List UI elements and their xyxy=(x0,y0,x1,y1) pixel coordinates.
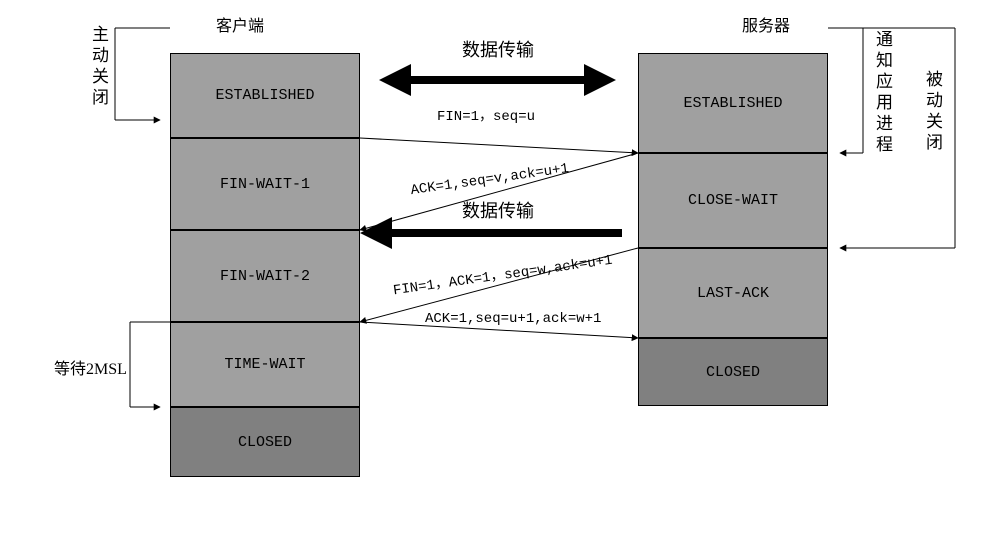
passive-close-label: 被动关闭 xyxy=(920,70,945,154)
server-state-closed: CLOSED xyxy=(638,338,828,406)
server-state-last-ack: LAST-ACK xyxy=(638,248,828,338)
wait-2msl-label: 等待2MSL xyxy=(54,355,127,379)
client-state-time-wait: TIME-WAIT xyxy=(170,322,360,407)
client-state-closed: CLOSED xyxy=(170,407,360,477)
client-state-fin-wait-2: FIN-WAIT-2 xyxy=(170,230,360,322)
active-close-label: 主动关闭 xyxy=(86,25,111,109)
msg-label-1: FIN=1，seq=u xyxy=(437,105,535,125)
notify-app-label: 通知应用进程 xyxy=(870,30,895,156)
msg-label-4: ACK=1,seq=u+1,ack=w+1 xyxy=(425,311,601,327)
client-state-fin-wait-1: FIN-WAIT-1 xyxy=(170,138,360,230)
server-state-close-wait: CLOSE-WAIT xyxy=(638,153,828,248)
server-header: 服务器 xyxy=(742,12,790,36)
msg-arrow-1 xyxy=(360,138,638,153)
data-transfer-top-label: 数据传输 xyxy=(462,36,534,62)
client-header: 客户端 xyxy=(216,12,264,36)
data-transfer-mid-label: 数据传输 xyxy=(462,197,534,223)
client-state-established: ESTABLISHED xyxy=(170,53,360,138)
server-state-established: ESTABLISHED xyxy=(638,53,828,153)
